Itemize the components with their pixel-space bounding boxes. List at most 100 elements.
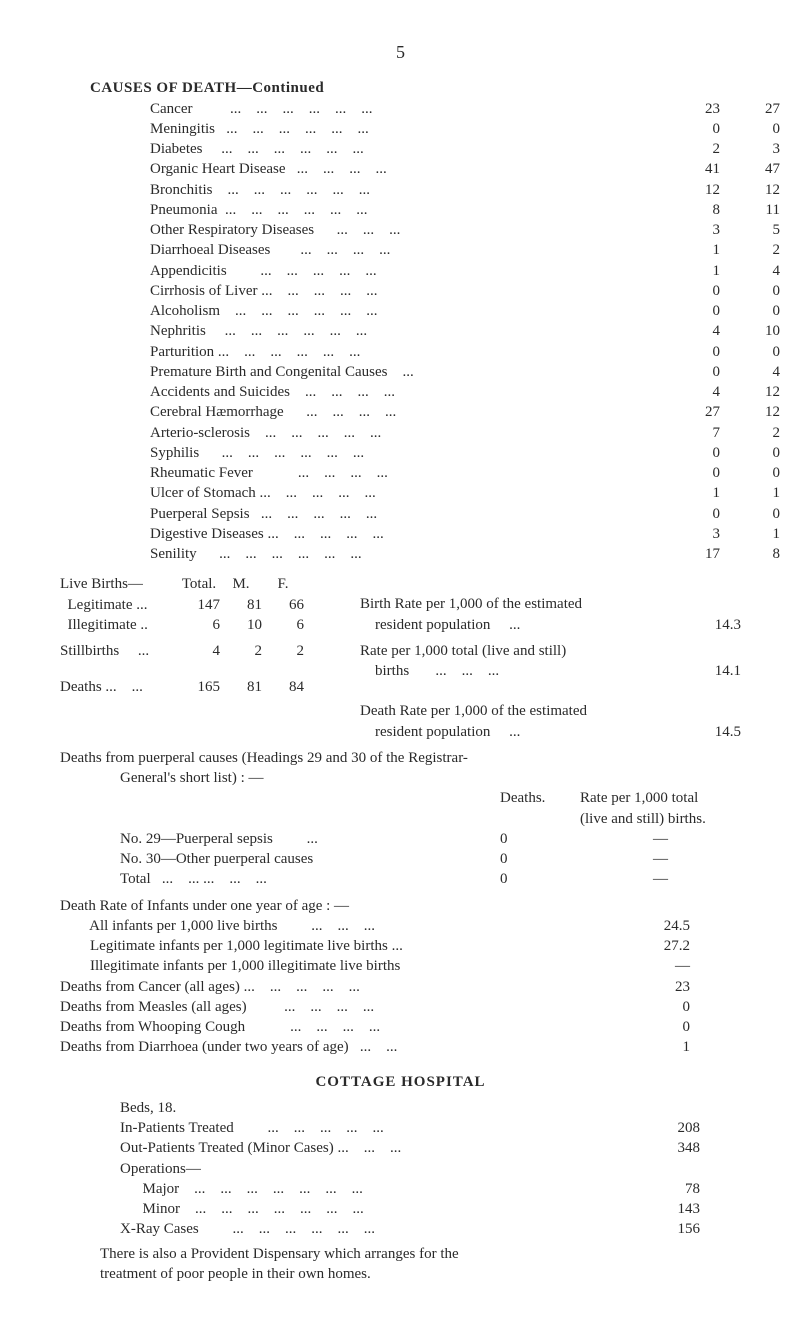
causes-header: CAUSES OF DEATH—Continued bbox=[60, 78, 741, 98]
cottage-label: X-Ray Cases ... ... ... ... ... ... bbox=[60, 1219, 640, 1239]
cottage-label: In-Patients Treated ... ... ... ... ... bbox=[60, 1118, 640, 1138]
births-row-f: 6 bbox=[262, 615, 304, 635]
cause-row: Meningitis ... ... ... ... ... ...00 bbox=[60, 119, 741, 139]
cause-row: Alcoholism ... ... ... ... ... ...00 bbox=[60, 301, 741, 321]
cottage-row: Minor ... ... ... ... ... ... ...143 bbox=[60, 1199, 741, 1219]
footnote-l1: There is also a Provident Dispensary whi… bbox=[100, 1246, 459, 1262]
pd-header-rate-b: (live and still) births. bbox=[580, 809, 741, 829]
cause-col2: 0 bbox=[720, 504, 780, 524]
births-row-m: 10 bbox=[220, 615, 262, 635]
cause-label: Alcoholism ... ... ... ... ... ... bbox=[60, 301, 670, 321]
pd-label: Total ... ... ... ... ... bbox=[60, 869, 500, 889]
rate-val: 0 bbox=[630, 1017, 690, 1037]
cause-col2: 0 bbox=[720, 119, 780, 139]
births-row-m: 81 bbox=[220, 677, 262, 697]
cottage-header: COTTAGE HOSPITAL bbox=[60, 1072, 741, 1092]
cause-row: Digestive Diseases ... ... ... ... ...31 bbox=[60, 524, 741, 544]
cottage-row: In-Patients Treated ... ... ... ... ...2… bbox=[60, 1118, 741, 1138]
cause-col1: 0 bbox=[670, 119, 720, 139]
cause-row: Organic Heart Disease ... ... ... ...414… bbox=[60, 159, 741, 179]
puerperal-intro-l2: General's short list) : — bbox=[60, 770, 264, 786]
cause-col1: 2 bbox=[670, 139, 720, 159]
pd-rate: — bbox=[580, 849, 741, 869]
pd-row: No. 30—Other puerperal causes0— bbox=[60, 849, 741, 869]
cottage-val: 348 bbox=[640, 1138, 700, 1158]
rate-label: Legitimate infants per 1,000 legitimate … bbox=[60, 936, 630, 956]
causes-list: Cancer ... ... ... ... ... ...2327Mening… bbox=[60, 99, 741, 565]
puerperal-intro-l1: Deaths from puerperal causes (Headings 2… bbox=[60, 750, 468, 766]
cottage-label: Minor ... ... ... ... ... ... ... bbox=[60, 1199, 640, 1219]
cause-row: Diarrhoeal Diseases ... ... ... ...12 bbox=[60, 240, 741, 260]
rate-value bbox=[691, 641, 741, 661]
cause-col2: 12 bbox=[720, 180, 780, 200]
rate-val: 0 bbox=[630, 997, 690, 1017]
rate-text: Rate per 1,000 total (live and still) bbox=[360, 641, 691, 661]
cottage-row: Beds, 18. bbox=[60, 1098, 741, 1118]
births-row-f: 66 bbox=[262, 595, 304, 615]
births-rate-row-right: resident population ...14.5 bbox=[360, 722, 741, 742]
pd-deaths: 0 bbox=[500, 829, 580, 849]
cause-col1: 23 bbox=[670, 99, 720, 119]
cause-label: Organic Heart Disease ... ... ... ... bbox=[60, 159, 670, 179]
cause-row: Puerperal Sepsis ... ... ... ... ...00 bbox=[60, 504, 741, 524]
cause-row: Diabetes ... ... ... ... ... ...23 bbox=[60, 139, 741, 159]
rate-row: Deaths from Cancer (all ages) ... ... ..… bbox=[60, 977, 741, 997]
cottage-label: Beds, 18. bbox=[60, 1098, 640, 1118]
cause-label: Bronchitis ... ... ... ... ... ... bbox=[60, 180, 670, 200]
cause-col2: 3 bbox=[720, 139, 780, 159]
cause-col2: 1 bbox=[720, 483, 780, 503]
rate-val: 23 bbox=[630, 977, 690, 997]
cause-row: Ulcer of Stomach ... ... ... ... ...11 bbox=[60, 483, 741, 503]
cause-col1: 27 bbox=[670, 402, 720, 422]
cause-col1: 4 bbox=[670, 321, 720, 341]
cottage-row: X-Ray Cases ... ... ... ... ... ...156 bbox=[60, 1219, 741, 1239]
pd-list: No. 29—Puerperal sepsis ...0—No. 30—Othe… bbox=[60, 829, 741, 890]
rate-row: Death Rate of Infants under one year of … bbox=[60, 896, 741, 916]
rate-label: All infants per 1,000 live births ... ..… bbox=[60, 916, 630, 936]
cause-col2: 12 bbox=[720, 382, 780, 402]
births-row-f: 2 bbox=[262, 641, 304, 661]
cause-row: Bronchitis ... ... ... ... ... ...1212 bbox=[60, 180, 741, 200]
births-row-label: Stillbirths ... bbox=[60, 641, 178, 661]
cause-label: Diarrhoeal Diseases ... ... ... ... bbox=[60, 240, 670, 260]
cause-row: Cerebral Hæmorrhage ... ... ... ...2712 bbox=[60, 402, 741, 422]
births-rate-row-right: Death Rate per 1,000 of the estimated bbox=[360, 701, 741, 721]
rate-label: Deaths from Measles (all ages) ... ... .… bbox=[60, 997, 630, 1017]
cause-col2: 1 bbox=[720, 524, 780, 544]
cause-col1: 0 bbox=[670, 301, 720, 321]
rate-list: Death Rate of Infants under one year of … bbox=[60, 896, 741, 1058]
births-hdr-m: M. bbox=[220, 574, 262, 594]
cause-row: Senility ... ... ... ... ... ...178 bbox=[60, 544, 741, 564]
cause-col1: 1 bbox=[670, 261, 720, 281]
cause-label: Accidents and Suicides ... ... ... ... bbox=[60, 382, 670, 402]
rate-text: Death Rate per 1,000 of the estimated bbox=[360, 701, 691, 721]
cause-row: Arterio-sclerosis ... ... ... ... ...72 bbox=[60, 423, 741, 443]
births-row: Legitimate ...1478166 bbox=[60, 595, 330, 615]
rate-text: resident population ... bbox=[360, 722, 691, 742]
cause-row: Other Respiratory Diseases ... ... ...35 bbox=[60, 220, 741, 240]
cottage-val: 143 bbox=[640, 1199, 700, 1219]
cause-col1: 8 bbox=[670, 200, 720, 220]
cause-col1: 7 bbox=[670, 423, 720, 443]
cause-label: Premature Birth and Congenital Causes ..… bbox=[60, 362, 670, 382]
rate-row: Legitimate infants per 1,000 legitimate … bbox=[60, 936, 741, 956]
cause-label: Meningitis ... ... ... ... ... ... bbox=[60, 119, 670, 139]
cause-label: Cancer ... ... ... ... ... ... bbox=[60, 99, 670, 119]
cause-col2: 4 bbox=[720, 261, 780, 281]
cottage-label: Major ... ... ... ... ... ... ... bbox=[60, 1179, 640, 1199]
cause-row: Pneumonia ... ... ... ... ... ...811 bbox=[60, 200, 741, 220]
cause-row: Cirrhosis of Liver ... ... ... ... ...00 bbox=[60, 281, 741, 301]
pd-row: Total ... ... ... ... ...0— bbox=[60, 869, 741, 889]
pd-header-row2: (live and still) births. bbox=[60, 809, 741, 829]
cause-col2: 0 bbox=[720, 463, 780, 483]
pd-rate: — bbox=[580, 829, 741, 849]
cause-row: Cancer ... ... ... ... ... ...2327 bbox=[60, 99, 741, 119]
cause-label: Senility ... ... ... ... ... ... bbox=[60, 544, 670, 564]
cottage-row: Major ... ... ... ... ... ... ...78 bbox=[60, 1179, 741, 1199]
cause-col2: 5 bbox=[720, 220, 780, 240]
cause-col2: 47 bbox=[720, 159, 780, 179]
cause-col1: 0 bbox=[670, 463, 720, 483]
cause-col1: 0 bbox=[670, 362, 720, 382]
pd-row: No. 29—Puerperal sepsis ...0— bbox=[60, 829, 741, 849]
births-row-total: 6 bbox=[178, 615, 220, 635]
